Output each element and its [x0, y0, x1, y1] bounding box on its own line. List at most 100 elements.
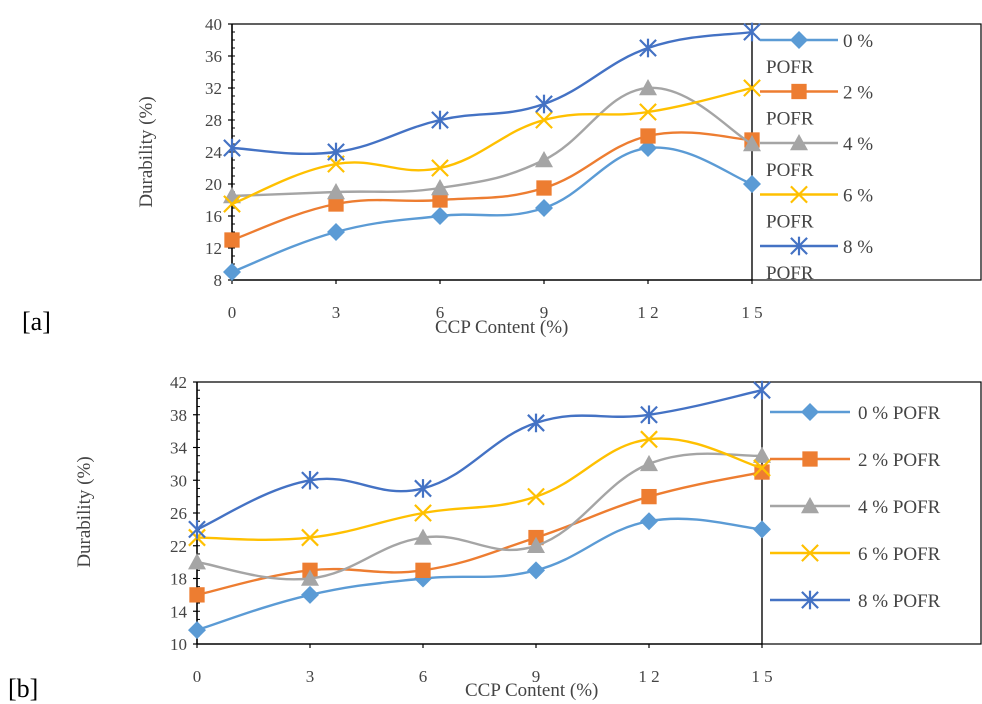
series-line: [231, 86, 753, 198]
x-marker-stroke: [790, 185, 808, 204]
series-4-pofr: [188, 446, 771, 586]
series-line: [231, 146, 753, 274]
series-line: [231, 131, 753, 242]
data-point: [223, 195, 241, 213]
legend-marker: [790, 134, 808, 151]
data-point: [432, 192, 448, 208]
data-point: [431, 110, 449, 130]
data-point: [224, 232, 240, 248]
diamond-marker: [790, 31, 808, 49]
x-marker-stroke: [301, 528, 319, 547]
triangle-marker: [431, 179, 449, 196]
x-marker-stroke: [801, 544, 819, 562]
y-axis-title: Durability (%): [74, 456, 95, 567]
data-point: [188, 553, 206, 570]
x-marker-stroke: [640, 430, 658, 449]
legend-marker: [801, 403, 819, 421]
legend-label: 0 %: [843, 31, 873, 52]
x-marker-stroke: [639, 103, 657, 121]
data-point: [640, 512, 658, 531]
y-tick-label: 12: [205, 239, 222, 258]
y-tick-label: 24: [205, 143, 223, 162]
data-point: [527, 561, 545, 580]
data-point: [535, 151, 553, 168]
x-axis-title: CCP Content (%): [465, 680, 598, 701]
legend-label: POFR: [766, 57, 814, 78]
x-tick-label: 3: [332, 303, 341, 322]
chart-panel-b: 10 14 18 22 26 30 34 38 42 0 3 6 9 1 2 1 5 CCP Content …: [8, 373, 982, 703]
legend-marker: [790, 31, 808, 49]
diamond-marker: [301, 585, 319, 604]
panel-label: [a]: [22, 307, 51, 336]
legend-label: POFR: [766, 263, 814, 284]
x-tick-label: 1 2: [638, 667, 659, 686]
data-point: [188, 621, 206, 640]
legend-entry: 6 % POFR: [770, 544, 941, 565]
series-line: [231, 30, 753, 156]
series-8-pofr: [223, 22, 761, 162]
series-2-pofr: [189, 464, 770, 603]
y-tick-label: 32: [205, 79, 222, 98]
legend-label: 6 %: [843, 186, 873, 207]
data-point: [301, 528, 319, 547]
x-tick-label: 9: [532, 667, 541, 686]
data-point: [640, 128, 656, 144]
legend-entry: 2 % POFR: [760, 83, 873, 130]
y-tick-label: 14: [170, 602, 188, 621]
series-line: [196, 389, 763, 531]
series-line: [196, 470, 763, 597]
legend-label: 2 % POFR: [858, 450, 941, 471]
data-point: [301, 585, 319, 604]
legend-entry: 4 % POFR: [760, 134, 873, 181]
square-marker: [432, 192, 448, 208]
data-point: [743, 175, 761, 193]
data-point: [189, 587, 205, 603]
x-tick-label: 6: [419, 667, 428, 686]
square-marker: [641, 488, 657, 505]
diamond-marker: [535, 199, 553, 217]
x-tick-label: 3: [306, 667, 315, 686]
data-point: [640, 405, 658, 425]
data-point: [431, 207, 449, 225]
legend-label: 2 %: [843, 83, 873, 104]
legend-entry: 8 % POFR: [760, 236, 873, 284]
y-tick-label: 40: [205, 15, 222, 34]
triangle-marker: [640, 454, 658, 472]
triangle-marker: [301, 569, 319, 586]
square-marker: [640, 128, 656, 144]
legend-marker: [801, 497, 819, 514]
data-point: [328, 196, 344, 212]
data-point: [327, 142, 345, 162]
data-point: [753, 520, 771, 539]
series-0-pofr: [188, 512, 771, 640]
y-tick-label: 22: [170, 537, 187, 556]
y-tick-label: 20: [205, 175, 222, 194]
square-marker: [791, 83, 807, 100]
data-point: [527, 487, 545, 506]
data-point: [223, 138, 241, 158]
legend-label: POFR: [766, 212, 814, 233]
x-tick-label: 0: [228, 303, 237, 322]
x-tick-label: 9: [540, 303, 549, 322]
y-tick-label: 18: [170, 570, 187, 589]
legend-marker: [802, 451, 818, 467]
data-point: [188, 520, 206, 539]
data-point: [640, 430, 658, 449]
data-point: [327, 223, 345, 241]
legend-label: 8 % POFR: [858, 591, 941, 612]
triangle-marker: [753, 446, 771, 463]
square-marker: [415, 562, 431, 578]
y-tick-label: 34: [170, 439, 188, 458]
y-tick-label: 28: [205, 111, 222, 130]
square-marker: [224, 232, 240, 248]
data-point: [535, 111, 553, 129]
x-marker-stroke: [753, 459, 771, 477]
data-point: [415, 562, 431, 578]
series-4-pofr: [223, 79, 761, 204]
diamond-marker: [753, 520, 771, 539]
data-point: [301, 470, 319, 490]
data-point: [639, 79, 657, 96]
y-tick-label: 8: [214, 271, 223, 290]
x-tick-label: 1 2: [637, 303, 658, 322]
